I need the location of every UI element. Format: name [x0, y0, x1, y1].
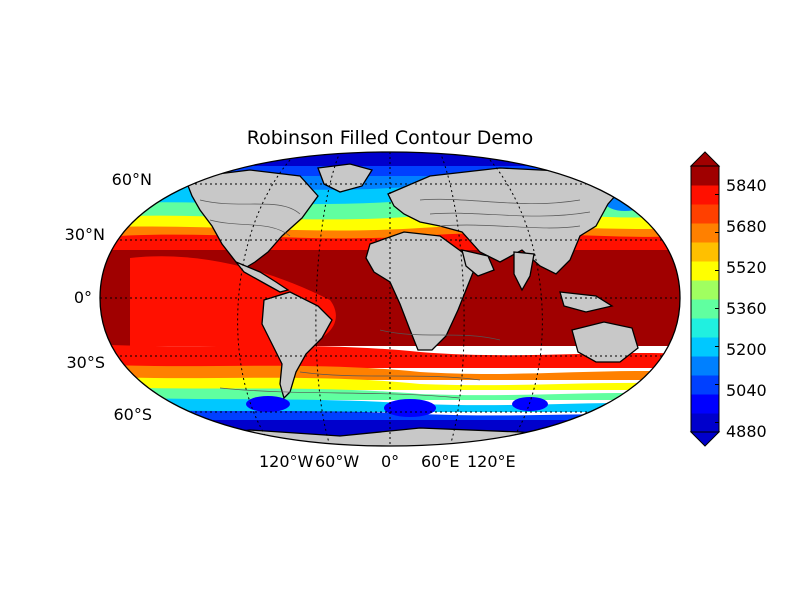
- low-south-indian: [384, 399, 436, 417]
- land-africa: [365, 231, 475, 351]
- lon-label-120w: 120°W: [259, 452, 314, 471]
- colorbar-label-5360: 5360: [726, 299, 767, 318]
- lon-label-120e: 120°E: [467, 452, 516, 471]
- lat-label-30s: 30°S: [66, 353, 105, 372]
- lat-label-60s: 60°S: [113, 405, 152, 424]
- lon-label-60e: 60°E: [421, 452, 460, 471]
- low-south-east: [512, 397, 548, 411]
- colorbar-label-4880: 4880: [726, 422, 767, 441]
- land-antarctica: [159, 427, 642, 446]
- colorbar-segment: [691, 185, 719, 205]
- land-north-america: [184, 169, 319, 269]
- land-australia: [571, 321, 639, 363]
- lat-label-30n: 30°N: [64, 225, 105, 244]
- colorbar-segment: [691, 242, 719, 262]
- colorbar: [689, 151, 721, 447]
- low-south-pacific: [246, 396, 290, 412]
- colorbar-label-5040: 5040: [726, 381, 767, 400]
- lon-label-0: 0°: [381, 452, 400, 471]
- land-contours: [199, 198, 591, 399]
- map-title: Robinson Filled Contour Demo: [246, 127, 534, 149]
- colorbar-segment: [691, 356, 719, 376]
- lat-label-0: 0°: [73, 288, 92, 307]
- colorbar-frame: [690, 165, 720, 433]
- band-polar-north: [100, 152, 680, 170]
- colorbar-segment: [691, 261, 719, 281]
- colorbar-segment: [691, 318, 719, 338]
- land-arabia: [461, 249, 495, 277]
- land-masses: [159, 163, 642, 446]
- colorbar-segment: [691, 299, 719, 319]
- land-south-america: [261, 291, 333, 400]
- colorbar-extend-max: [689, 151, 721, 167]
- land-central-america: [235, 261, 290, 293]
- land-india: [513, 251, 535, 292]
- colorbar-label-5200: 5200: [726, 340, 767, 359]
- globe-outline: [99, 151, 681, 447]
- colorbar-segment: [691, 223, 719, 243]
- colorbar-segment: [691, 280, 719, 300]
- colorbar-segment: [691, 394, 719, 414]
- colorbar-segment: [691, 166, 719, 186]
- colorbar-extend-min: [689, 431, 721, 447]
- colorbar-segment: [691, 204, 719, 224]
- colorbar-segment: [691, 375, 719, 395]
- colorbar-label-5840: 5840: [726, 176, 767, 195]
- colorbar-segment: [691, 337, 719, 357]
- colorbar-segment: [691, 413, 719, 433]
- colorbar-label-5520: 5520: [726, 258, 767, 277]
- lat-label-60n: 60°N: [111, 170, 152, 189]
- map-body: [100, 152, 680, 446]
- lon-label-60w: 60°W: [315, 452, 360, 471]
- colorbar-label-5680: 5680: [726, 217, 767, 236]
- land-greenland: [317, 163, 374, 193]
- land-indonesia: [559, 291, 614, 313]
